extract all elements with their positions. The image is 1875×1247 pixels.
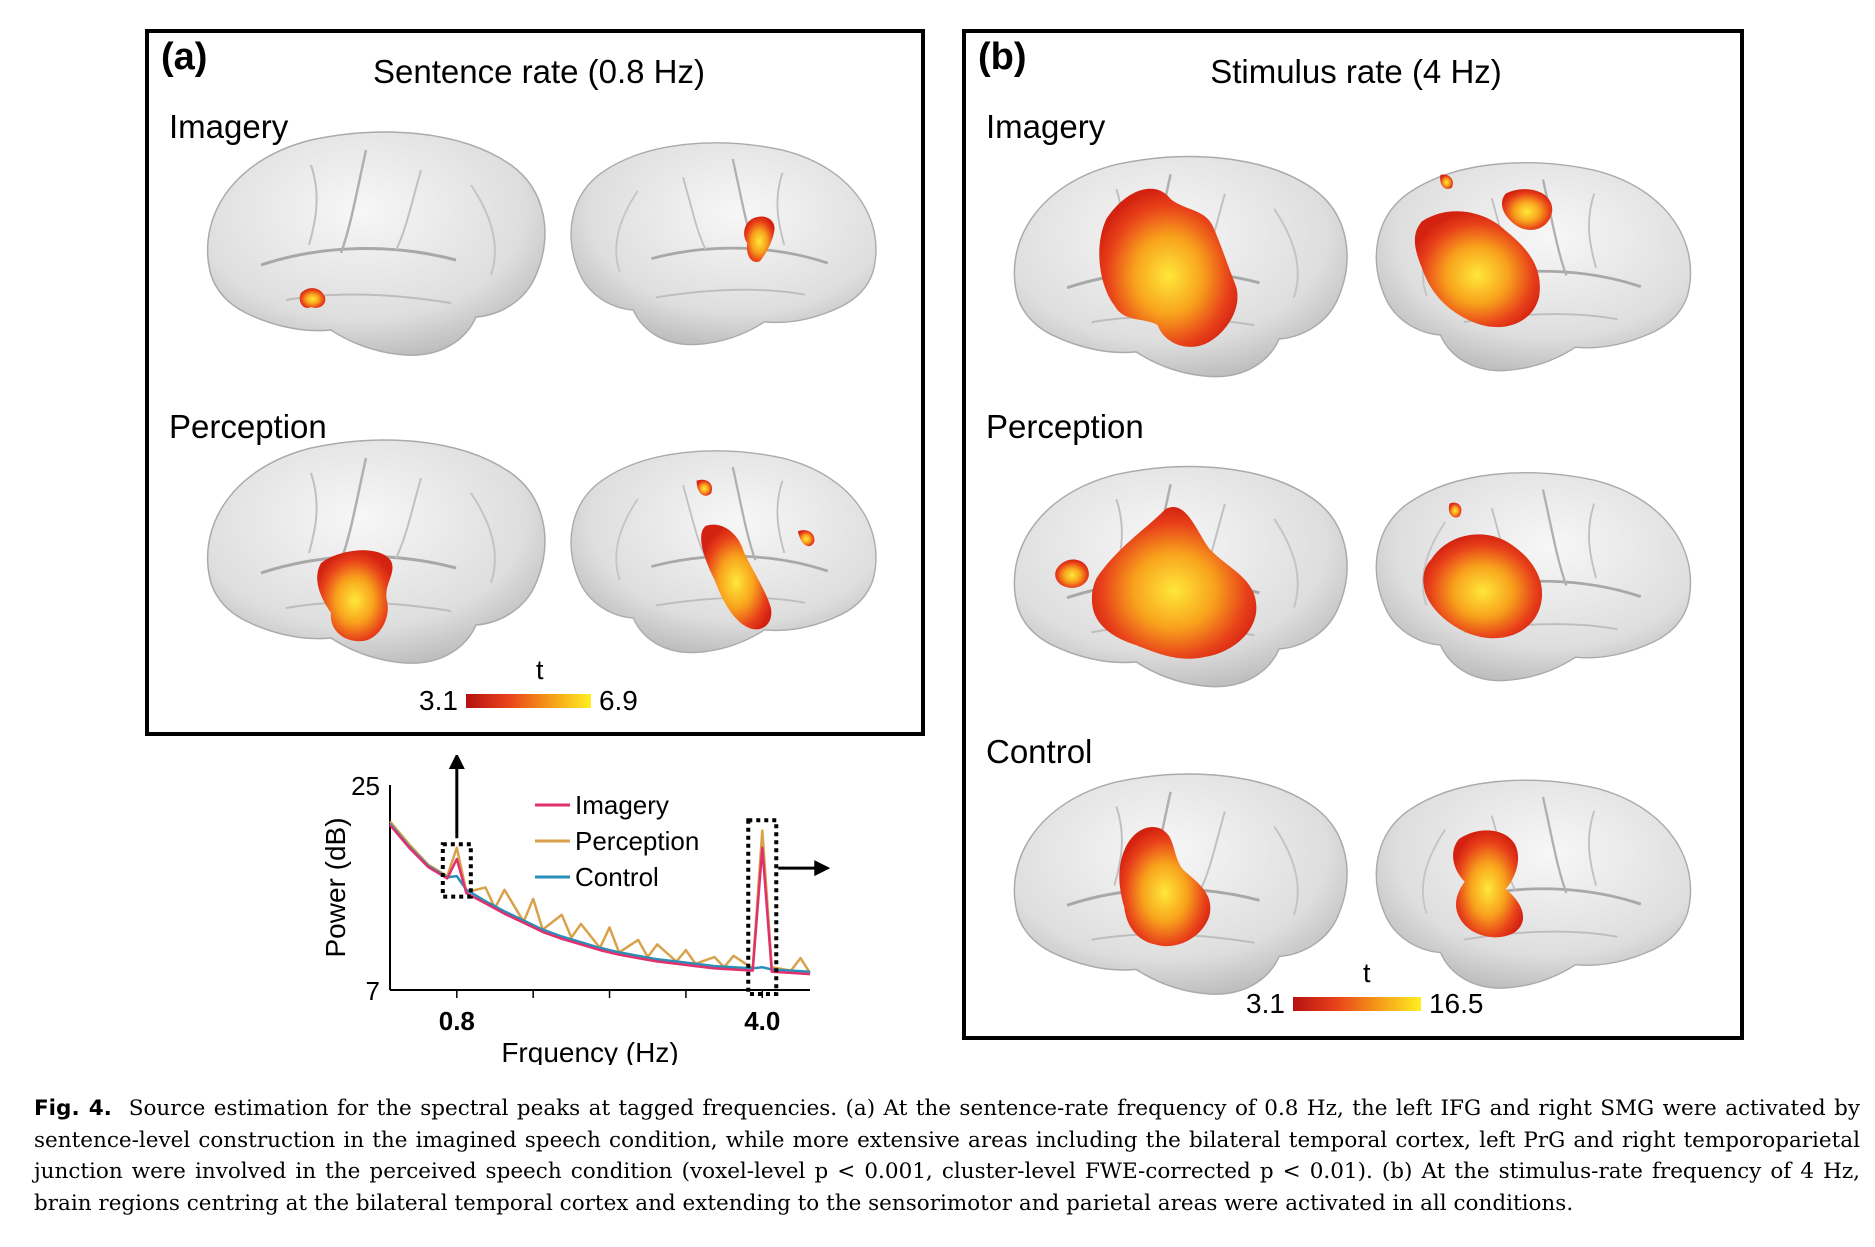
brain-b-imagery-right xyxy=(1374,161,1692,373)
colorbar-a-label: t xyxy=(536,655,544,685)
colorbar-a-min: 3.1 xyxy=(419,685,458,716)
colorbar-b: 3.1 16.5 t xyxy=(1246,958,1484,1020)
arrow-up-head xyxy=(448,755,465,769)
panel-a-label: (a) xyxy=(161,36,208,78)
series-line-imagery xyxy=(389,824,811,976)
x-tick-label: 4.0 xyxy=(744,1006,780,1036)
panel-b-row-control: Control xyxy=(986,733,1093,770)
colorbar-a-gradient xyxy=(465,694,591,708)
x-tick-label: 0.8 xyxy=(439,1006,475,1036)
panel-a-title: Sentence rate (0.8 Hz) xyxy=(373,53,705,90)
y-tick-label: 7 xyxy=(366,976,380,1006)
panel-b: (b) Stimulus rate (4 Hz) Imagery Percept… xyxy=(962,29,1744,1040)
activation-blob xyxy=(1414,211,1540,328)
spectrum-chart: 25 7 0.8 4.0 Frquency (Hz) Power (dB) Imagery… xyxy=(320,755,830,1065)
brain-b-perception-left xyxy=(1012,465,1349,689)
legend-label-perception: Perception xyxy=(575,826,699,856)
brain-b-perception-right xyxy=(1374,471,1692,683)
activation-blob xyxy=(317,550,393,642)
activation-blob xyxy=(1453,830,1524,938)
activation-blob xyxy=(1119,827,1211,947)
colorbar-b-gradient xyxy=(1292,997,1421,1011)
activation-blob xyxy=(1501,189,1553,230)
activation-blob xyxy=(1099,188,1238,347)
caption-text: Source estimation for the spectral peaks… xyxy=(34,1096,1861,1216)
caption-label: Fig. 4. xyxy=(34,1096,112,1121)
colorbar-a: 3.1 6.9 t xyxy=(419,655,638,717)
arrow-right-head xyxy=(814,860,830,877)
activation-blob xyxy=(701,524,772,630)
highlight-box-4hz xyxy=(746,818,779,996)
panel-a: (a) Sentence rate (0.8 Hz) Imagery Perce… xyxy=(145,29,925,736)
brain-a-imagery-right xyxy=(569,141,878,346)
chart-legend: Imagery Perception Control xyxy=(535,790,699,892)
figure-caption: Fig. 4. Source estimation for the spectr… xyxy=(34,1093,1860,1219)
activation-blob xyxy=(744,216,775,262)
panel-b-label: (b) xyxy=(978,36,1027,78)
panel-a-row-imagery: Imagery xyxy=(169,108,289,145)
brain-b-imagery-left xyxy=(1012,155,1349,379)
brain-a-imagery-left xyxy=(206,130,547,357)
activation-blob xyxy=(299,288,326,308)
brain-b-control-right xyxy=(1374,778,1692,990)
panel-b-title: Stimulus rate (4 Hz) xyxy=(1210,53,1502,90)
brain-a-perception-right xyxy=(569,449,878,654)
y-axis-label: Power (dB) xyxy=(320,817,351,957)
brain-a-perception-left xyxy=(206,438,547,665)
colorbar-b-min: 3.1 xyxy=(1246,988,1285,1019)
colorbar-a-max: 6.9 xyxy=(598,685,638,716)
activation-blob xyxy=(1440,174,1453,189)
activation-blob xyxy=(696,479,713,496)
chart-axes: 25 7 0.8 4.0 Frquency (Hz) Power (dB) xyxy=(320,771,810,1065)
activation-blob xyxy=(1055,559,1089,588)
colorbar-b-max: 16.5 xyxy=(1428,988,1484,1019)
activation-blob xyxy=(797,530,815,547)
y-tick-label: 25 xyxy=(351,771,380,801)
brain-b-control-left xyxy=(1012,772,1349,996)
legend-label-control: Control xyxy=(575,862,659,892)
chart-annotations xyxy=(440,755,830,996)
activation-blob xyxy=(1448,502,1462,518)
panel-b-row-perception: Perception xyxy=(986,408,1144,445)
legend-label-imagery: Imagery xyxy=(575,790,669,820)
panel-b-row-imagery: Imagery xyxy=(986,108,1106,145)
colorbar-b-label: t xyxy=(1363,958,1371,988)
x-axis-label: Frquency (Hz) xyxy=(501,1037,678,1065)
activation-blob xyxy=(1423,534,1543,639)
activation-blob xyxy=(1091,506,1257,659)
panel-a-row-perception: Perception xyxy=(169,408,327,445)
